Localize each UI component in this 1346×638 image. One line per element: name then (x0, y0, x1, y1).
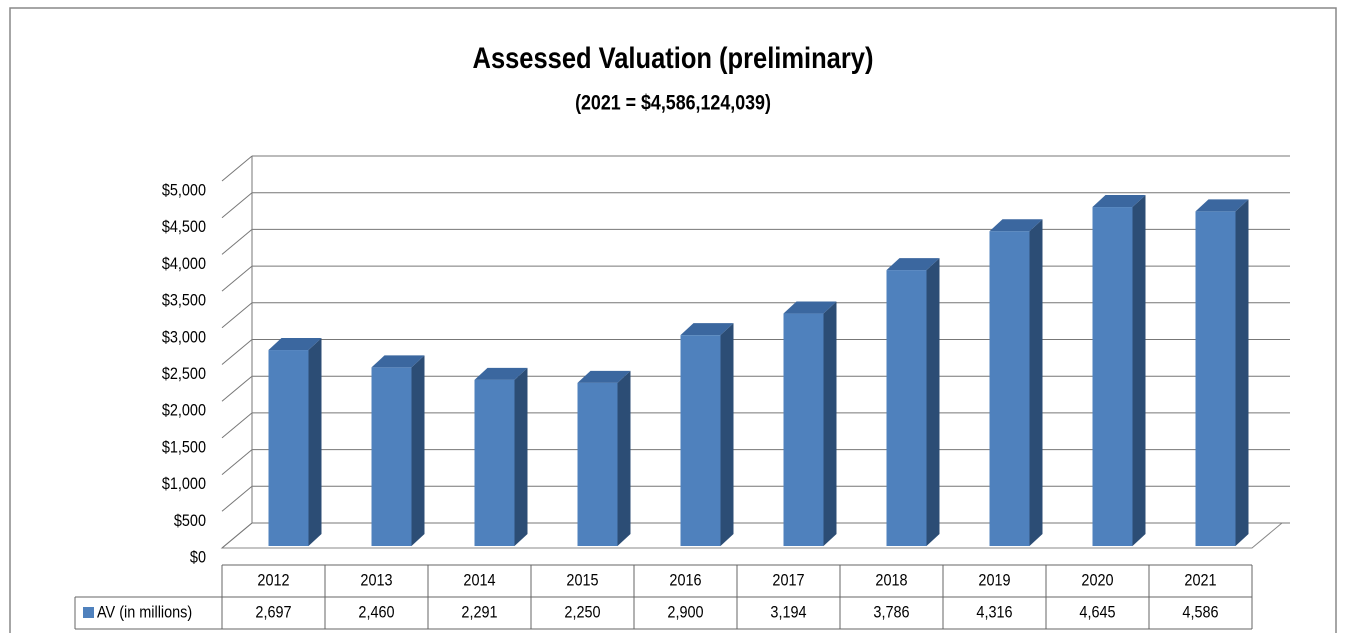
bar-top (371, 355, 425, 368)
bar-top (886, 258, 940, 271)
y-tick-label: $1,500 (162, 438, 206, 456)
x-tick-label: 2014 (463, 571, 495, 589)
grid-line (221, 265, 253, 292)
bar-front (989, 231, 1030, 546)
y-tick-label: $4,000 (162, 255, 206, 273)
chart-subtitle: (2021 = $4,586,124,039) (575, 91, 771, 115)
y-tick-label: $2,000 (162, 402, 206, 420)
x-tick-label: 2019 (978, 571, 1010, 589)
grid-line (221, 412, 253, 439)
bar (268, 338, 322, 546)
bar-top (1092, 195, 1146, 208)
bar-side (411, 355, 425, 546)
y-tick-label: $500 (174, 512, 206, 530)
data-table-value: 2,291 (461, 603, 497, 621)
data-table-value: 2,250 (564, 603, 600, 621)
x-tick-label: 2012 (257, 571, 289, 589)
bar-side (720, 323, 734, 546)
data-table-value: 2,460 (358, 603, 394, 621)
grid-line (221, 339, 253, 365)
bar-top (577, 370, 631, 383)
y-tick-label: $1,000 (162, 475, 206, 493)
bar-top (474, 367, 528, 380)
bar-front (474, 379, 515, 546)
x-tick-label: 2018 (875, 571, 907, 589)
bar-front (371, 367, 412, 546)
bar-side (926, 258, 940, 546)
bar-front (1195, 211, 1236, 546)
grid-line (221, 302, 253, 329)
bar (783, 301, 837, 546)
bar (680, 323, 734, 546)
bar-top (1195, 199, 1249, 212)
bar-side (514, 367, 528, 546)
bar (371, 355, 425, 546)
x-tick-label: 2013 (360, 571, 392, 589)
bar-top (989, 219, 1043, 232)
bar-front (886, 270, 927, 546)
legend-swatch (83, 607, 94, 618)
bar-front (783, 313, 824, 546)
bar-side (823, 301, 837, 546)
x-tick-label: 2015 (566, 571, 598, 589)
bar (1195, 199, 1249, 546)
bar-side (1235, 199, 1249, 546)
y-tick-label: $3,500 (162, 292, 206, 310)
y-tick-label: $4,500 (162, 218, 206, 236)
grid-line (221, 485, 253, 512)
bar-front (680, 335, 721, 546)
grid-line (221, 155, 253, 182)
bar (1092, 195, 1146, 546)
bar (474, 367, 528, 546)
bar (989, 219, 1043, 546)
bar-side (617, 370, 631, 546)
legend-label: AV (in millions) (97, 603, 192, 621)
bar-top (680, 323, 734, 336)
x-tick-label: 2017 (772, 571, 804, 589)
chart-title: Assessed Valuation (preliminary) (473, 41, 874, 74)
grid-line (221, 449, 253, 475)
data-table-value: 4,316 (976, 603, 1012, 621)
grid-line (221, 375, 253, 402)
bar-front (577, 382, 618, 546)
grid-line (221, 522, 253, 549)
y-tick-label: $5,000 (162, 181, 206, 199)
data-table-value: 3,786 (873, 603, 909, 621)
bar (577, 370, 631, 546)
bar-top (268, 338, 322, 351)
bar-side (1029, 219, 1043, 546)
data-table-value: 2,900 (667, 603, 703, 621)
grid-line (221, 229, 253, 255)
x-tick-label: 2021 (1184, 571, 1216, 589)
y-tick-label: $2,500 (162, 365, 206, 383)
bar-side (1132, 195, 1146, 546)
data-table-value: 2,697 (255, 603, 291, 621)
data-table-value: 3,194 (770, 603, 806, 621)
x-tick-label: 2020 (1081, 571, 1113, 589)
bar (886, 258, 940, 546)
grid-line (221, 192, 253, 219)
x-tick-label: 2016 (669, 571, 701, 589)
data-table-value: 4,645 (1079, 603, 1115, 621)
y-tick-label: $3,000 (162, 328, 206, 346)
y-tick-label: $0 (190, 548, 206, 566)
data-table-value: 4,586 (1182, 603, 1218, 621)
bar-front (268, 350, 309, 546)
bar-side (308, 338, 322, 546)
bar-front (1092, 207, 1133, 546)
bar-top (783, 301, 837, 314)
